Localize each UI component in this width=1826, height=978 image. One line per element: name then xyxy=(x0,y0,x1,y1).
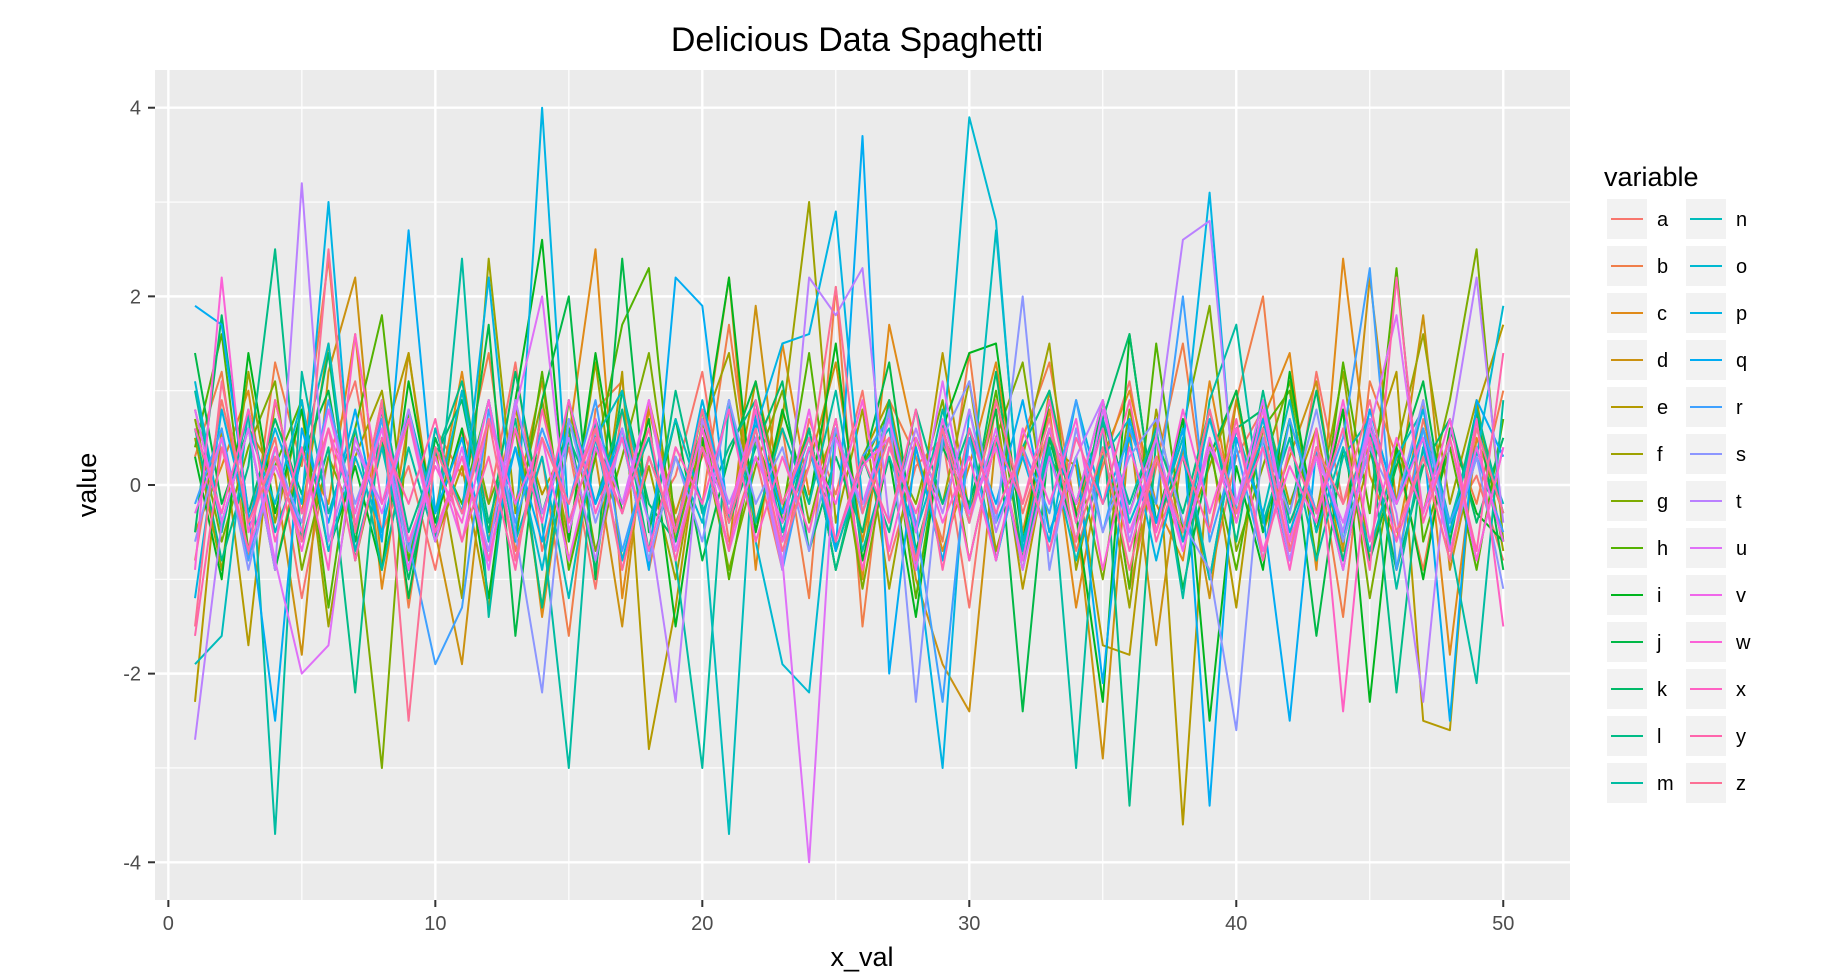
legend-label-t: t xyxy=(1736,491,1742,513)
series-line-x xyxy=(194,333,1505,713)
legend-label-b: b xyxy=(1657,256,1668,278)
x-tick-label: 30 xyxy=(958,913,980,935)
legend-label-k: k xyxy=(1657,679,1668,701)
x-axis: 0 10 20 30 40 50 xyxy=(163,900,1514,935)
legend: variable a b c d e f g h i j k l m n o p q r s t u v w x y z xyxy=(1604,162,1751,803)
legend-label-a: a xyxy=(1657,209,1669,231)
legend-title: variable xyxy=(1604,162,1699,192)
y-tick-label: -4 xyxy=(123,852,141,874)
legend-label-j: j xyxy=(1656,632,1661,654)
series-line-y xyxy=(194,276,1505,637)
legend-label-q: q xyxy=(1736,350,1747,372)
series-line-v xyxy=(194,399,1505,571)
x-tick-label: 0 xyxy=(163,913,174,935)
x-tick-label: 10 xyxy=(424,913,446,935)
legend-label-y: y xyxy=(1736,726,1746,748)
x-axis-title: x_val xyxy=(830,942,893,972)
x-tick-label: 20 xyxy=(691,913,713,935)
y-axis: -4 -2 0 2 4 xyxy=(123,98,155,874)
legend-label-c: c xyxy=(1657,303,1667,325)
legend-label-e: e xyxy=(1657,397,1668,419)
series-line-q xyxy=(194,135,1505,807)
legend-label-d: d xyxy=(1657,350,1668,372)
legend-label-v: v xyxy=(1736,585,1746,607)
x-tick-label: 50 xyxy=(1492,913,1514,935)
legend-label-o: o xyxy=(1736,256,1747,278)
legend-label-g: g xyxy=(1657,491,1668,513)
x-tick-label: 40 xyxy=(1225,913,1247,935)
y-tick-label: 2 xyxy=(130,286,141,308)
legend-label-p: p xyxy=(1736,303,1747,325)
legend-label-x: x xyxy=(1736,679,1746,701)
legend-items: a b c d e f g h i j k l m n o p q r s t u v w x y z xyxy=(1607,199,1751,803)
series-line-w xyxy=(194,276,1505,571)
legend-label-i: i xyxy=(1657,585,1661,607)
y-tick-label: -2 xyxy=(123,664,141,686)
legend-label-s: s xyxy=(1736,444,1746,466)
series-line-z xyxy=(194,248,1505,722)
series-layer xyxy=(194,106,1505,864)
y-tick-label: 4 xyxy=(130,98,141,120)
y-tick-label: 0 xyxy=(130,475,141,497)
legend-label-w: w xyxy=(1735,632,1751,654)
chart-title: Delicious Data Spaghetti xyxy=(671,21,1043,59)
legend-label-n: n xyxy=(1736,209,1747,231)
legend-label-z: z xyxy=(1736,773,1746,795)
legend-label-l: l xyxy=(1657,726,1661,748)
legend-label-h: h xyxy=(1657,538,1668,560)
legend-label-m: m xyxy=(1657,773,1674,795)
series-line-t xyxy=(194,182,1505,740)
legend-label-r: r xyxy=(1736,397,1743,419)
y-axis-title: value xyxy=(72,453,102,518)
legend-label-u: u xyxy=(1736,538,1747,560)
legend-label-f: f xyxy=(1657,444,1663,466)
